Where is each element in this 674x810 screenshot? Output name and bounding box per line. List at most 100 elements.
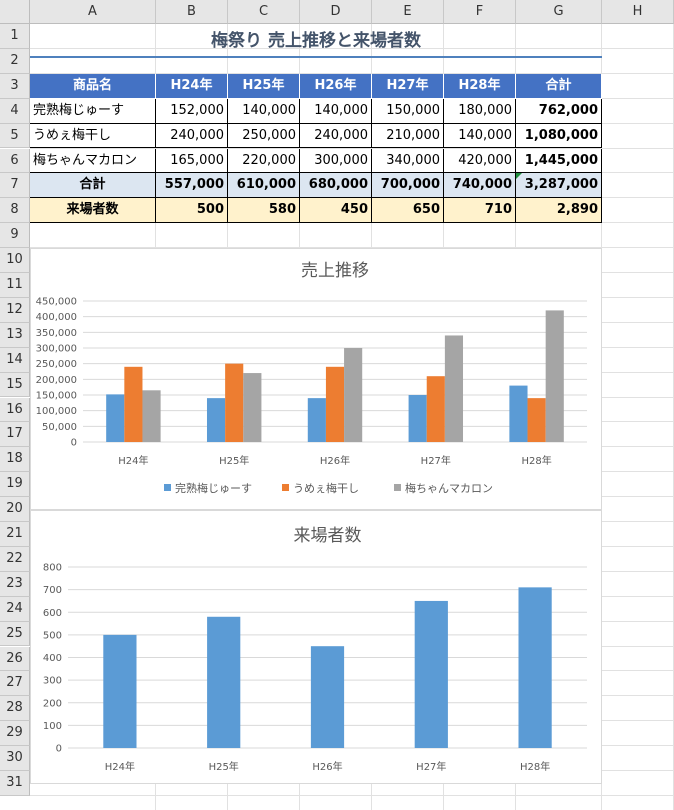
visitors-cell[interactable]: 450 [300, 198, 372, 224]
visitors-label-cell[interactable]: 来場者数 [30, 198, 156, 224]
row-header-24[interactable]: 24 [0, 596, 30, 622]
column-header-d[interactable]: D [300, 0, 372, 24]
sales-cell[interactable]: 240,000 [300, 123, 372, 149]
total-label-cell[interactable]: 合計 [30, 173, 156, 199]
row-header-30[interactable]: 30 [0, 746, 30, 771]
visitors-total-cell[interactable]: 2,890 [516, 198, 602, 224]
visitors-cell[interactable]: 710 [444, 198, 516, 224]
table-header-cell[interactable]: H25年 [228, 73, 300, 99]
row-header-18[interactable]: 18 [0, 447, 30, 473]
row-header-19[interactable]: 19 [0, 472, 30, 498]
row-header-7[interactable]: 7 [0, 173, 30, 199]
sales-cell[interactable]: 180,000 [444, 98, 516, 124]
sales-cell[interactable]: 210,000 [372, 123, 444, 149]
column-header-c[interactable]: C [228, 0, 300, 24]
bar[interactable] [142, 390, 161, 442]
year-total-cell[interactable]: 680,000 [300, 173, 372, 199]
grand-total-cell[interactable]: 3,287,000 [516, 173, 602, 199]
bar[interactable] [325, 366, 345, 442]
row-header-5[interactable]: 5 [0, 123, 30, 149]
product-name-cell[interactable]: 完熟梅じゅーす [30, 98, 156, 124]
row-header-8[interactable]: 8 [0, 198, 30, 224]
error-indicator-icon[interactable] [516, 173, 522, 180]
sales-cell[interactable]: 340,000 [372, 148, 444, 174]
product-total-cell[interactable]: 1,080,000 [516, 123, 602, 149]
row-header-28[interactable]: 28 [0, 696, 30, 722]
sales-cell[interactable]: 140,000 [444, 123, 516, 149]
column-header-a[interactable]: A [30, 0, 156, 24]
row-header-20[interactable]: 20 [0, 497, 30, 522]
row-header-13[interactable]: 13 [0, 322, 30, 348]
bar[interactable] [307, 398, 326, 442]
row-header-15[interactable]: 15 [0, 372, 30, 398]
row-header-29[interactable]: 29 [0, 721, 30, 747]
bar[interactable] [344, 348, 363, 442]
row-header-14[interactable]: 14 [0, 347, 30, 373]
sales-cell[interactable]: 250,000 [228, 123, 300, 149]
bar[interactable] [310, 646, 345, 748]
row-header-23[interactable]: 23 [0, 571, 30, 597]
column-header-e[interactable]: E [372, 0, 444, 24]
bar[interactable] [225, 363, 244, 442]
row-header-9[interactable]: 9 [0, 223, 30, 249]
bar[interactable] [243, 373, 262, 442]
table-header-cell[interactable]: 商品名 [30, 73, 156, 99]
row-header-1[interactable]: 1 [0, 24, 30, 49]
table-header-cell[interactable]: H27年 [372, 73, 444, 99]
select-all-corner[interactable] [0, 0, 30, 24]
year-total-cell[interactable]: 557,000 [156, 173, 228, 199]
row-header-6[interactable]: 6 [0, 148, 30, 174]
bar[interactable] [206, 398, 226, 442]
table-header-cell[interactable]: H28年 [444, 73, 516, 99]
product-name-cell[interactable]: 梅ちゃんマカロン [30, 148, 156, 174]
bar[interactable] [545, 310, 564, 442]
row-header-25[interactable]: 25 [0, 621, 30, 647]
product-total-cell[interactable]: 1,445,000 [516, 148, 602, 174]
column-header-g[interactable]: G [516, 0, 602, 24]
visitors-chart[interactable]: 来場者数 0 100 200 300 400 500 600 700 800 H24年 H25年 H26… [30, 510, 602, 784]
bar[interactable] [414, 600, 448, 748]
sales-cell[interactable]: 300,000 [300, 148, 372, 174]
row-header-21[interactable]: 21 [0, 522, 30, 547]
sales-cell[interactable]: 240,000 [156, 123, 228, 149]
bar[interactable] [106, 394, 125, 442]
bar[interactable] [124, 366, 143, 442]
sales-cell[interactable]: 150,000 [372, 98, 444, 124]
sales-cell[interactable]: 420,000 [444, 148, 516, 174]
row-header-26[interactable]: 26 [0, 646, 30, 672]
bar[interactable] [444, 335, 464, 442]
bar[interactable] [518, 587, 552, 748]
year-total-cell[interactable]: 610,000 [228, 173, 300, 199]
sales-chart[interactable]: 売上推移 0 50,000 100,000 150,000 200,000 250,000 3… [30, 248, 602, 510]
sales-cell[interactable]: 140,000 [300, 98, 372, 124]
product-name-cell[interactable]: うめぇ梅干し [30, 123, 156, 149]
bar[interactable] [408, 395, 427, 442]
year-total-cell[interactable]: 740,000 [444, 173, 516, 199]
product-total-cell[interactable]: 762,000 [516, 98, 602, 124]
table-header-cell[interactable]: H26年 [300, 73, 372, 99]
year-total-cell[interactable]: 700,000 [372, 173, 444, 199]
sales-cell[interactable]: 152,000 [156, 98, 228, 124]
table-header-cell[interactable]: 合計 [516, 73, 602, 99]
row-header-12[interactable]: 12 [0, 297, 30, 323]
bar[interactable] [207, 616, 241, 748]
sheet-title[interactable]: 梅祭り 売上推移と来場者数 [30, 24, 602, 58]
bar[interactable] [103, 634, 137, 748]
row-header-11[interactable]: 11 [0, 273, 30, 298]
column-header-h[interactable]: H [602, 0, 674, 24]
bar[interactable] [426, 376, 445, 442]
row-header-10[interactable]: 10 [0, 248, 30, 273]
visitors-cell[interactable]: 650 [372, 198, 444, 224]
visitors-cell[interactable]: 580 [228, 198, 300, 224]
row-header-31[interactable]: 31 [0, 771, 30, 796]
row-header-2[interactable]: 2 [0, 48, 30, 74]
sales-cell[interactable]: 165,000 [156, 148, 228, 174]
visitors-cell[interactable]: 500 [156, 198, 228, 224]
column-header-f[interactable]: F [444, 0, 516, 24]
row-header-16[interactable]: 16 [0, 397, 30, 423]
bar[interactable] [509, 385, 528, 442]
row-header-27[interactable]: 27 [0, 671, 30, 697]
sales-cell[interactable]: 140,000 [228, 98, 300, 124]
column-header-b[interactable]: B [156, 0, 228, 24]
row-header-3[interactable]: 3 [0, 73, 30, 99]
